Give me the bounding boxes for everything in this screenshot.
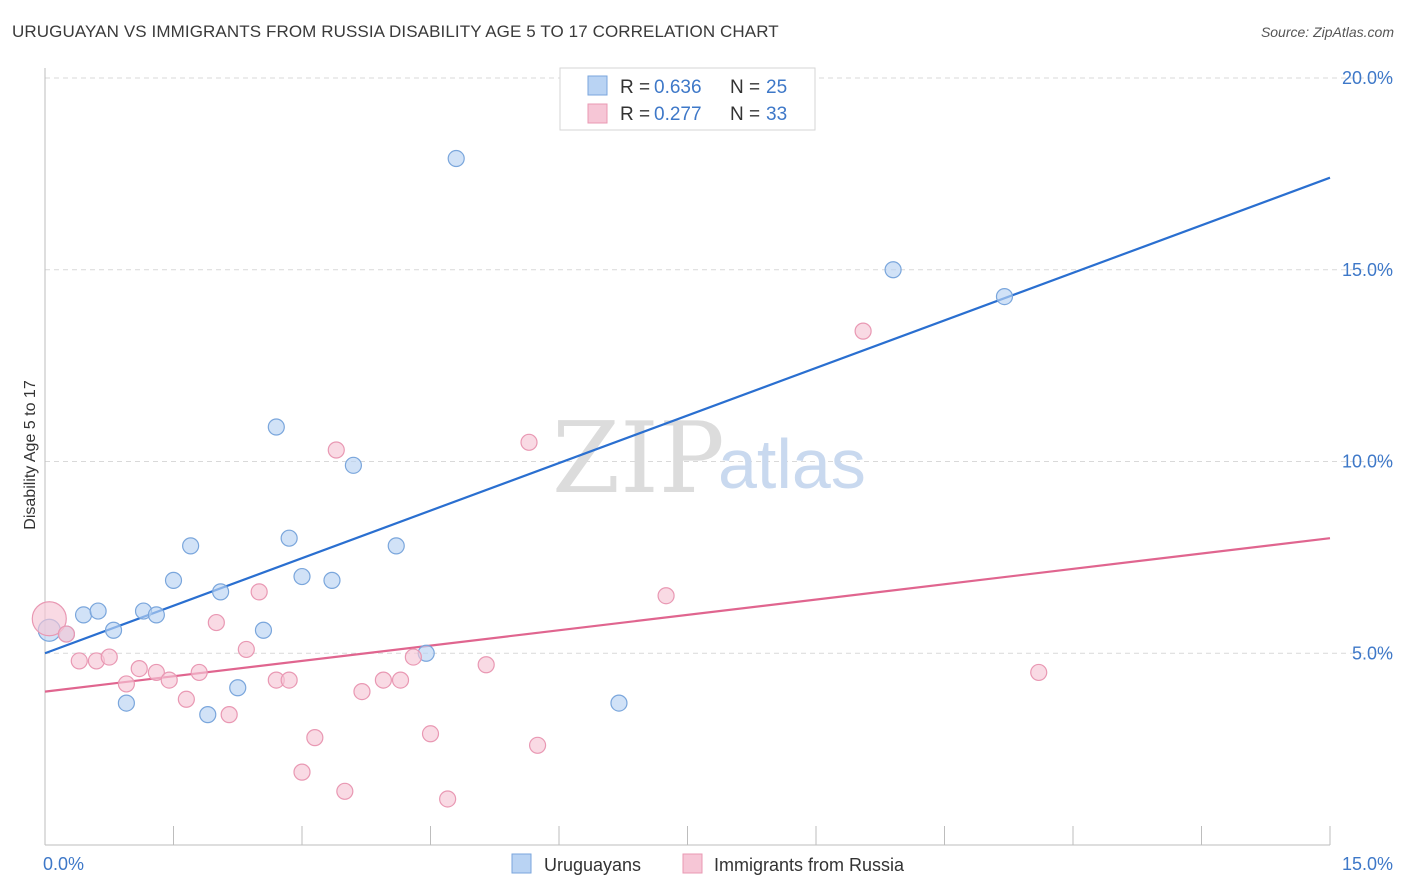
point-0-22 — [610, 694, 628, 712]
y-tick-label-3: 20.0% — [1342, 68, 1393, 88]
y-tick-labels: 5.0% 10.0% 15.0% 20.0% — [1342, 68, 1393, 663]
point-1-28 — [520, 433, 538, 451]
point-0-10 — [199, 706, 217, 724]
bottom-legend-swatch-uruguayans — [511, 853, 532, 874]
bottom-legend-uruguayans: Uruguayans — [544, 855, 641, 875]
point-1-27 — [477, 656, 495, 674]
bottom-legend-swatch-russia — [682, 853, 703, 874]
point-0-5 — [117, 694, 135, 712]
point-1-8 — [160, 671, 178, 689]
point-0-11 — [212, 583, 230, 601]
point-0-7 — [147, 606, 165, 624]
point-0-8 — [164, 571, 183, 589]
legend-r-value-1: 0.636 — [654, 77, 702, 98]
watermark: ZIP atlas — [552, 402, 866, 516]
point-1-24 — [404, 648, 422, 666]
x-tick-label-1: 15.0% — [1342, 854, 1393, 874]
legend-box: R = 0.636 N = 25 R = 0.277 N = 33 — [559, 67, 816, 131]
watermark-zip: ZIP — [552, 402, 725, 516]
x-tick-labels: 0.0% 15.0% — [43, 854, 1393, 874]
point-1-9 — [177, 690, 195, 708]
point-1-25 — [421, 725, 440, 743]
point-0-16 — [293, 567, 311, 586]
point-0-19 — [387, 537, 405, 555]
grid-lines — [45, 77, 1392, 654]
legend-n-label-1: N = — [730, 77, 760, 98]
axes — [44, 68, 1331, 846]
legend-swatch-russia — [587, 103, 608, 124]
point-0-2 — [74, 606, 93, 624]
point-0-21 — [447, 149, 465, 168]
y-tick-label-0: 5.0% — [1352, 643, 1393, 663]
data-points — [31, 149, 1048, 808]
point-1-32 — [1030, 663, 1048, 682]
point-0-18 — [344, 456, 362, 474]
point-0-15 — [280, 529, 298, 547]
legend-r-value-2: 0.277 — [654, 104, 702, 125]
point-1-23 — [391, 671, 410, 689]
legend-n-label-2: N = — [730, 104, 760, 125]
point-1-12 — [220, 706, 238, 724]
point-1-13 — [237, 640, 255, 659]
point-1-26 — [439, 790, 457, 808]
point-1-6 — [130, 659, 148, 678]
point-1-4 — [100, 648, 118, 666]
point-0-12 — [229, 679, 247, 697]
point-0-13 — [254, 621, 273, 639]
point-1-5 — [117, 675, 135, 693]
point-1-18 — [306, 729, 324, 747]
legend-n-value-1: 25 — [766, 77, 787, 98]
chart-title: URUGUAYAN VS IMMIGRANTS FROM RUSSIA DISA… — [12, 22, 779, 41]
point-1-0 — [31, 601, 67, 637]
chart-source: Source: ZipAtlas.com — [1260, 24, 1394, 40]
y-tick-label-1: 10.0% — [1342, 452, 1393, 472]
point-0-3 — [89, 602, 107, 620]
point-0-14 — [267, 418, 285, 436]
bottom-legend-russia: Immigrants from Russia — [714, 855, 905, 875]
trend-line-0 — [44, 176, 1331, 655]
point-1-1 — [57, 625, 76, 643]
y-axis-label: Disability Age 5 to 17 — [22, 380, 39, 530]
point-1-21 — [353, 682, 371, 701]
legend-r-label-2: R = — [620, 104, 650, 125]
legend-swatch-uruguayans — [587, 75, 608, 96]
point-1-20 — [336, 782, 354, 800]
point-1-30 — [657, 587, 675, 605]
point-1-17 — [293, 763, 311, 781]
point-1-22 — [374, 671, 392, 689]
point-1-2 — [70, 652, 88, 670]
point-1-14 — [250, 583, 268, 601]
point-1-16 — [280, 671, 298, 689]
point-0-24 — [995, 287, 1014, 306]
bottom-legend: Uruguayans Immigrants from Russia — [511, 853, 905, 875]
watermark-atlas: atlas — [718, 425, 866, 503]
point-0-17 — [323, 571, 341, 589]
point-1-7 — [147, 663, 165, 682]
point-0-23 — [884, 261, 902, 279]
point-1-31 — [854, 322, 872, 340]
trend-line-1 — [44, 537, 1331, 693]
x-tick-label-0: 0.0% — [43, 854, 84, 874]
point-1-10 — [190, 663, 208, 682]
point-1-29 — [528, 736, 547, 754]
point-0-9 — [182, 537, 200, 555]
y-tick-label-2: 15.0% — [1342, 260, 1393, 280]
legend-r-label-1: R = — [620, 77, 650, 98]
point-1-19 — [327, 441, 345, 459]
legend-n-value-2: 33 — [766, 104, 787, 125]
point-0-4 — [104, 621, 123, 639]
trend-lines — [44, 176, 1331, 693]
point-1-11 — [207, 613, 225, 632]
